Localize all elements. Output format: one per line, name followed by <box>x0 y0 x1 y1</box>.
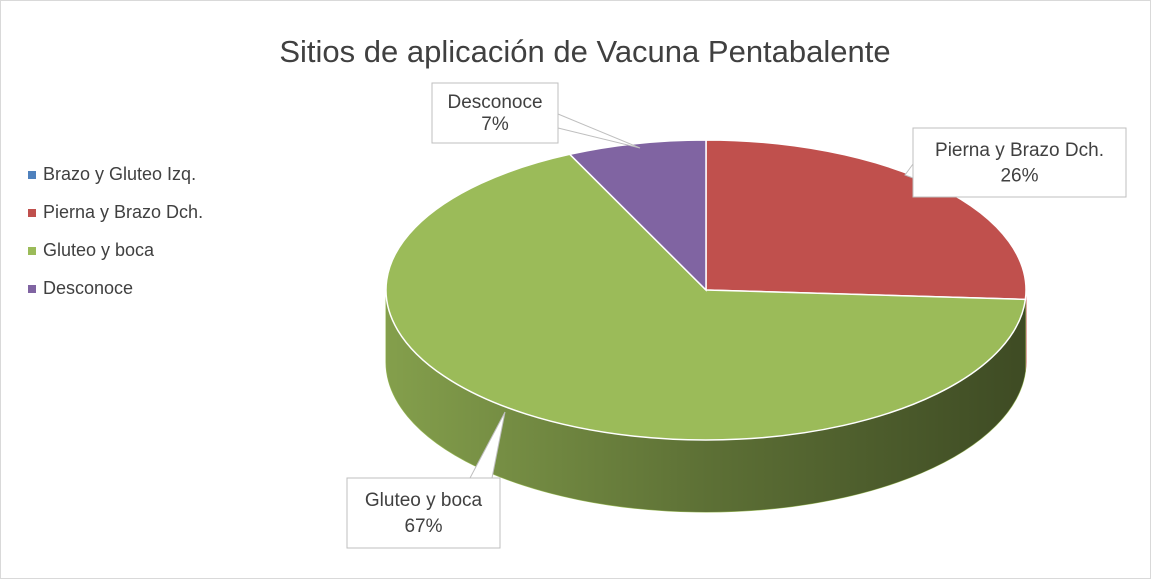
label-leader <box>557 113 641 149</box>
data-label-value: 26% <box>1000 165 1038 186</box>
data-label-value: 67% <box>404 516 442 537</box>
label-leader <box>904 163 914 179</box>
legend-swatch <box>28 247 36 255</box>
data-label-value: 7% <box>481 114 509 135</box>
label-box <box>431 82 559 144</box>
legend-label: Brazo y Gluteo Izq. <box>43 164 196 184</box>
legend-label: Pierna y Brazo Dch. <box>43 202 203 222</box>
data-label-name: Pierna y Brazo Dch. <box>935 140 1104 161</box>
pie-slice <box>385 153 1027 441</box>
legend-label: Desconoce <box>43 278 133 298</box>
pie-side-shade <box>386 290 1026 512</box>
label-box <box>912 127 1127 198</box>
legend-swatch <box>28 285 36 293</box>
legend-swatch <box>28 209 36 217</box>
pie-slice <box>568 139 707 292</box>
legend-swatch <box>28 171 36 179</box>
label-box <box>346 477 501 549</box>
legend-label: Gluteo y boca <box>43 240 155 260</box>
data-label-name: Gluteo y boca <box>365 490 483 511</box>
label-leader <box>469 411 506 479</box>
data-label-name: Desconoce <box>447 92 542 113</box>
chart-title: Sitios de aplicación de Vacuna Pentabale… <box>279 34 890 69</box>
